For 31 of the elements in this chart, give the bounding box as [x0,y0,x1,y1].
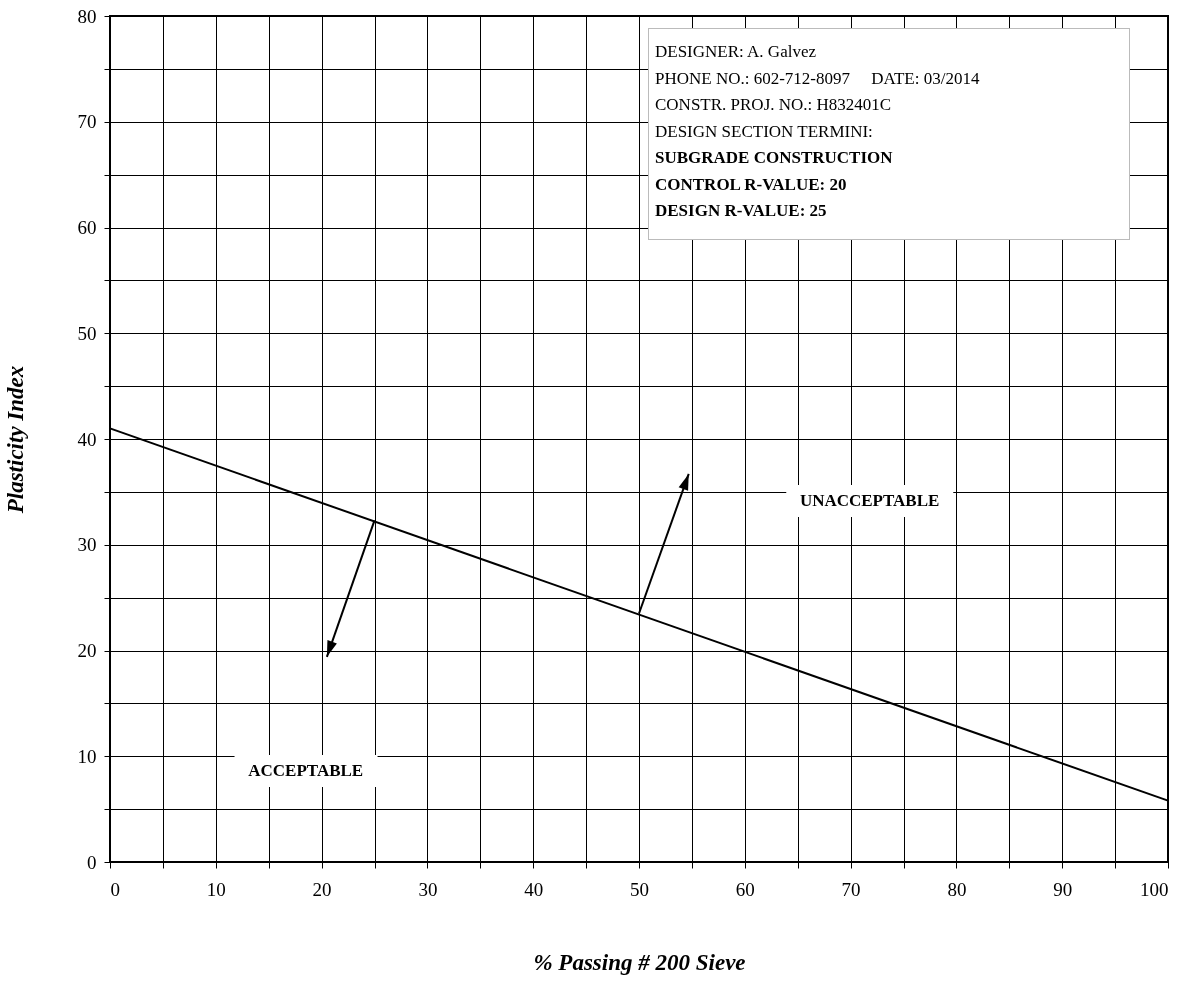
y-tick-label: 20 [77,640,97,661]
y-tick-label: 70 [77,111,97,133]
x-tick-label: 80 [947,878,967,900]
text-label: ACCEPTABLE [234,755,378,788]
annotation: SUBGRADE CONSTRUCTION [654,147,894,169]
x-axis-title: % Passing # 200 Sieve [533,949,746,975]
annotation: DESIGN SECTION TERMINI: [654,120,874,143]
annotation: CONTROL R-VALUE: 20 [654,173,848,196]
annotation: CONSTR. PROJ. NO.: H832401C [654,94,893,116]
text-label: UNACCEPTABLE [785,485,954,518]
x-tick-label: 10 [206,878,226,900]
y-tick-label: 80 [77,5,97,27]
x-tick-label: 60 [735,878,755,900]
x-tick-label: 40 [524,878,544,900]
annotation: PHONE NO.: 602-712-8097 DATE: 03/2014 [654,67,981,90]
x-tick-label: 50 [630,878,649,900]
y-tick-label: 10 [77,745,97,767]
x-tick-label: 0 [110,878,120,900]
annotation: DESIGN R-VALUE: 25 [654,200,828,222]
y-tick-label: 40 [77,428,97,450]
y-tick-label: 0 [87,851,97,873]
x-tick-label: 100 [1140,878,1169,900]
y-tick-label: 30 [77,534,97,556]
annotation: DESIGNER: A. Galvez [654,41,817,63]
y-tick-label: 50 [77,322,97,344]
y-axis-title: Plasticity Index [2,365,28,515]
x-tick-label: 70 [841,878,861,900]
x-tick-label: 20 [312,878,332,900]
x-tick-label: 30 [418,878,438,900]
x-tick-label: 90 [1053,878,1073,900]
y-tick-label: 60 [77,217,97,238]
